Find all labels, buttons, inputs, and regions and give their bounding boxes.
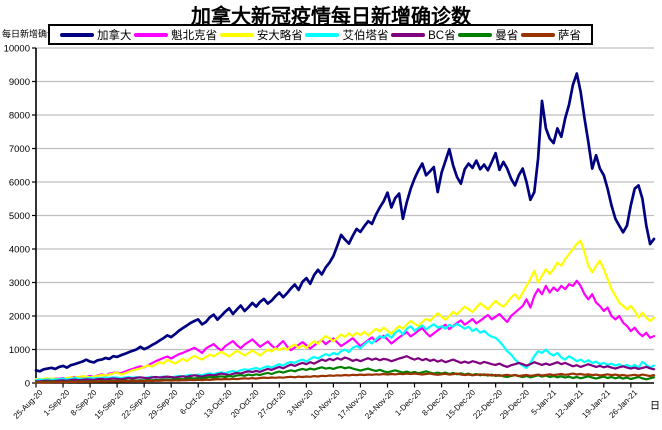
y-tick-label: 2000: [9, 312, 30, 323]
y-tick-label: 3000: [9, 278, 30, 289]
x-tick-label: 13-Oct-20: [202, 388, 234, 420]
legend-item-alberta: 艾伯塔省: [305, 27, 388, 43]
legend-label-ontario: 安大略省: [256, 29, 303, 42]
legend-label-quebec: 魁北克省: [171, 29, 218, 42]
y-tick-label: 5000: [9, 211, 30, 222]
legend-item-bc: BC省: [391, 27, 456, 43]
series-lines: [34, 72, 656, 384]
legend-item-quebec: 魁北克省: [134, 27, 217, 43]
series-line-ontario: [34, 239, 656, 381]
x-tick-label: 24-Nov-20: [363, 388, 396, 421]
legend-line-swatch-bc: [391, 32, 426, 37]
y-axis-unit-label: 每日新增确诊: [2, 29, 57, 39]
legend-line-swatch-canada: [60, 32, 94, 37]
legend-item-canada: 加拿大: [60, 27, 132, 43]
x-tick-label: 29-Dec-20: [498, 388, 531, 421]
legend-label-canada: 加拿大: [97, 29, 132, 42]
series-line-bc: [34, 355, 656, 383]
x-tick-label: 26-Jan-21: [607, 388, 639, 420]
series-line-quebec: [34, 279, 656, 382]
x-tick-label: 29-Sep-20: [147, 388, 180, 421]
legend-line-swatch-quebec: [134, 32, 169, 37]
y-tick-label: 8000: [9, 111, 30, 122]
y-tick-label: 1000: [9, 345, 30, 356]
x-tick-label: 27-Oct-20: [256, 388, 288, 420]
legend-item-manitoba: 曼省: [458, 27, 518, 43]
axes: [32, 47, 654, 388]
x-tick-label: 25-Aug-20: [12, 388, 45, 421]
legend-line-swatch-ontario: [219, 32, 254, 37]
gridlines: [36, 47, 654, 351]
y-tick-label: 7000: [9, 144, 30, 155]
legend: 加拿大 魁北克省 安大略省 艾伯塔省 BC省 曼省 萨省: [48, 24, 593, 45]
legend-label-saskatchewan: 萨省: [557, 29, 581, 42]
chart-title: 加拿大新冠疫情每日新增确诊数: [191, 6, 471, 28]
x-tick-label: 1-Sep-20: [42, 388, 72, 418]
legend-item-saskatchewan: 萨省: [520, 27, 581, 43]
y-tick-label: 4000: [9, 245, 30, 256]
legend-line-swatch-alberta: [305, 32, 340, 37]
x-tick-label: 20-Oct-20: [229, 388, 261, 420]
y-tick-label: 0: [25, 379, 30, 390]
series-line-saskatchewan: [34, 372, 656, 384]
legend-line-swatch-saskatchewan: [520, 32, 555, 37]
legend-label-alberta: 艾伯塔省: [342, 29, 389, 42]
y-tick-label: 6000: [9, 178, 30, 189]
y-tick-label: 9000: [9, 77, 30, 88]
legend-label-manitoba: 曼省: [495, 29, 519, 42]
x-axis-unit-label: 日: [650, 401, 660, 412]
legend-item-ontario: 安大略省: [219, 27, 303, 43]
legend-line-swatch-manitoba: [458, 32, 493, 37]
legend-label-bc: BC省: [428, 29, 456, 42]
x-tick-label: 1-Dec-20: [393, 388, 423, 418]
series-line-canada: [34, 72, 656, 373]
y-tick-label: 10000: [4, 44, 30, 55]
